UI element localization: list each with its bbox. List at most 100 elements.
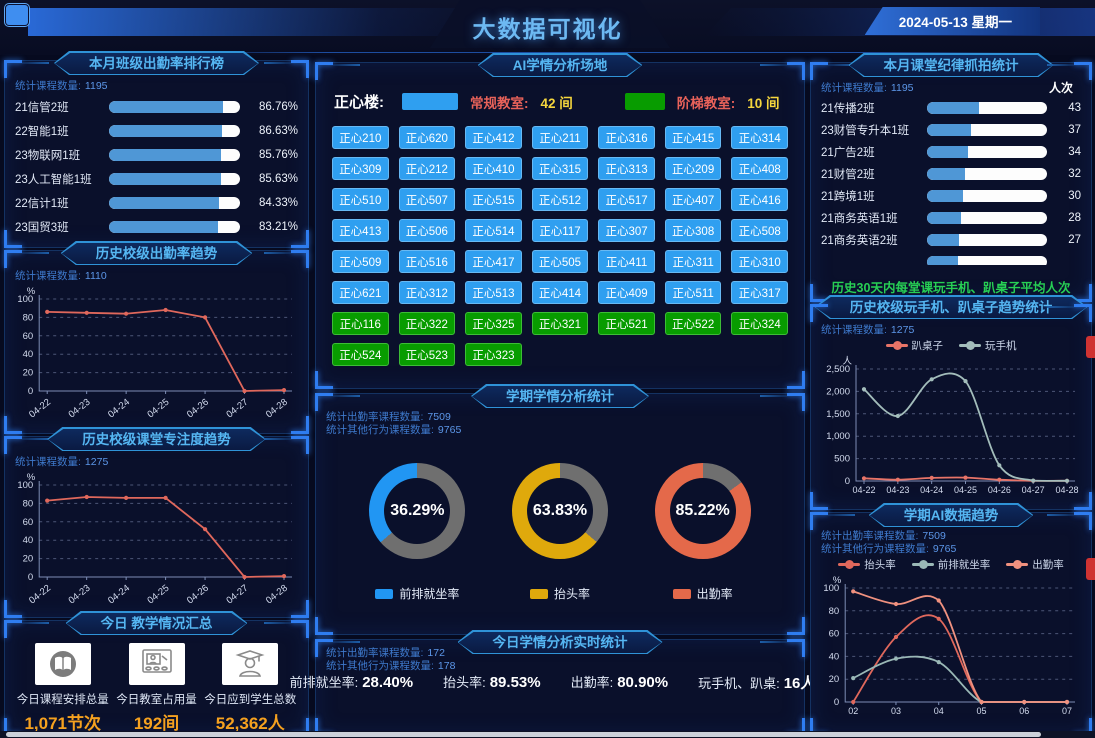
scrollbar-thumb[interactable] (6, 732, 1041, 737)
class-name-label: 21广告2班 (821, 147, 875, 159)
chart-legend-item[interactable]: 趴桌子 (885, 338, 943, 353)
class-name-label: 23物联网1班 (15, 150, 81, 162)
room-button[interactable]: 正心410 (465, 157, 522, 180)
header-underline (150, 52, 1035, 53)
svg-text:人: 人 (842, 356, 852, 367)
chart-legend-item[interactable]: 玩手机 (959, 338, 1017, 353)
discipline-footer-note: 历史30天内每堂课玩手机、趴桌子平均人次 (831, 281, 1071, 295)
panel-today-realtime-stats: 今日学情分析实时统计 统计出勤率课程数量: 172 统计其他行为课程数量: 178 … (290, 639, 830, 736)
panel-today-teaching-summary: 今日 教学情况汇总 今日课程安排总量 1,071节次 今日教室占用量 192间 今日应到… (4, 620, 309, 736)
room-button[interactable]: 正心409 (598, 281, 655, 304)
room-button[interactable]: 正心317 (731, 281, 788, 304)
donut-legend[interactable]: 前排就坐率 (375, 585, 459, 602)
room-button[interactable]: 正心323 (465, 343, 522, 366)
svg-text:04-28: 04-28 (1055, 485, 1078, 495)
donut-percentage: 63.83% (532, 502, 588, 519)
room-button[interactable]: 正心316 (598, 126, 655, 149)
room-button[interactable]: 正心325 (465, 312, 522, 335)
ranking-bar-fill (927, 124, 972, 136)
edge-button-bottom[interactable] (1086, 558, 1095, 580)
room-button[interactable]: 正心523 (398, 343, 456, 366)
room-button[interactable]: 正心514 (465, 219, 522, 242)
room-button[interactable]: 正心309 (332, 157, 389, 180)
legend-label: 抬头率 (864, 558, 896, 571)
room-button[interactable]: 正心411 (598, 250, 655, 273)
room-button[interactable]: 正心314 (731, 126, 788, 149)
room-button[interactable]: 正心516 (398, 250, 456, 273)
room-button[interactable]: 正心506 (398, 219, 456, 242)
room-button[interactable]: 正心517 (598, 188, 655, 211)
header-decoration-left (28, 8, 498, 36)
room-button[interactable]: 正心210 (332, 126, 389, 149)
panel-title-badge: 历史校级玩手机、趴桌子趋势统计 (811, 295, 1091, 319)
svg-text:05: 05 (976, 706, 986, 716)
svg-text:0: 0 (845, 476, 850, 487)
room-button[interactable]: 正心509 (332, 250, 389, 273)
room-button[interactable]: 正心513 (465, 281, 522, 304)
room-button[interactable]: 正心322 (398, 312, 456, 335)
room-button[interactable]: 正心311 (664, 250, 722, 273)
room-button[interactable]: 正心313 (598, 157, 655, 180)
donut-legend[interactable]: 出勤率 (672, 585, 733, 602)
panel-monthly-class-attendance-ranking: 本月班级出勤率排行榜 统计课程数量: 1195 21信管2班 86.76% 22智能1… (4, 60, 309, 248)
room-button[interactable]: 正心211 (531, 126, 589, 149)
discipline-ranking-row: 21跨境1班 30 (821, 185, 1081, 207)
stat-course-count: 统计课程数量: 1195 (821, 82, 914, 94)
room-button[interactable]: 正心621 (332, 281, 389, 304)
class-name-label: 23财管专升本1班 (821, 125, 910, 137)
room-button[interactable]: 正心522 (664, 312, 722, 335)
room-button[interactable]: 正心308 (664, 219, 722, 242)
room-button[interactable]: 正心413 (332, 219, 389, 242)
room-button[interactable]: 正心408 (731, 157, 788, 180)
room-button[interactable]: 正心117 (531, 219, 589, 242)
room-button[interactable]: 正心508 (731, 219, 788, 242)
room-button[interactable]: 正心209 (664, 157, 722, 180)
room-button[interactable]: 正心505 (531, 250, 589, 273)
attendance-ranking-list: 21信管2班 86.76% 22智能1班 86.63% 23物联网1班 85.76% 23人… (5, 93, 308, 241)
svg-text:60: 60 (23, 517, 34, 528)
stat-course-count: 统计课程数量: 1110 (15, 270, 107, 282)
metric-label: 前排就坐率: (289, 675, 359, 690)
chart-legend-item[interactable]: 前排就坐率 (911, 557, 990, 572)
discipline-ranking-row: 23财管专升本1班 37 (821, 119, 1081, 141)
room-button[interactable]: 正心524 (332, 343, 389, 366)
room-button[interactable]: 正心511 (664, 281, 722, 304)
ranking-value: 27 (1068, 234, 1081, 246)
room-button[interactable]: 正心515 (465, 188, 522, 211)
donut-legend[interactable]: 抬头率 (529, 585, 590, 602)
room-button[interactable]: 正心324 (731, 312, 788, 335)
tiered-room-label: 阶梯教室: (676, 95, 736, 111)
room-button[interactable]: 正心212 (398, 157, 456, 180)
edge-button-top[interactable] (1086, 336, 1095, 358)
realtime-metric: 前排就坐率: 28.40% (290, 672, 414, 693)
fullscreen-icon[interactable] (6, 5, 28, 25)
panel-title-badge: 历史校级课堂专注度趋势 (5, 427, 308, 451)
room-button[interactable]: 正心307 (598, 219, 655, 242)
room-button[interactable]: 正心414 (531, 281, 589, 304)
room-button[interactable]: 正心315 (531, 157, 589, 180)
chart-legend-item[interactable]: 出勤率 (1006, 557, 1064, 572)
room-button[interactable]: 正心620 (398, 126, 456, 149)
panel-title: AI学情分析场地 (479, 55, 642, 76)
room-button[interactable]: 正心510 (332, 188, 389, 211)
svg-text:04-28: 04-28 (264, 397, 290, 421)
metric-value: 89.53% (489, 674, 541, 691)
room-button[interactable]: 正心407 (664, 188, 722, 211)
ranking-bar-fill (927, 212, 961, 224)
room-button[interactable]: 正心521 (598, 312, 655, 335)
room-button[interactable]: 正心412 (465, 126, 522, 149)
svg-text:04-23: 04-23 (67, 397, 93, 421)
room-button[interactable]: 正心312 (398, 281, 456, 304)
semester-donut-charts: 36.29% 前排就坐率 63.83% 抬头率 85.22% 出勤率 (316, 437, 804, 602)
building-label: 正心楼: (334, 94, 384, 111)
room-button[interactable]: 正心416 (731, 188, 788, 211)
room-button[interactable]: 正心116 (332, 312, 389, 335)
room-button[interactable]: 正心415 (664, 126, 722, 149)
teaching-summary-cards: 今日课程安排总量 1,071节次 今日教室占用量 192间 今日应到学生总数 52,362… (5, 635, 308, 734)
room-button[interactable]: 正心417 (465, 250, 522, 273)
room-button[interactable]: 正心321 (531, 312, 589, 335)
room-button[interactable]: 正心507 (398, 188, 456, 211)
chart-legend-item[interactable]: 抬头率 (838, 557, 896, 572)
room-button[interactable]: 正心310 (731, 250, 788, 273)
room-button[interactable]: 正心512 (531, 188, 589, 211)
